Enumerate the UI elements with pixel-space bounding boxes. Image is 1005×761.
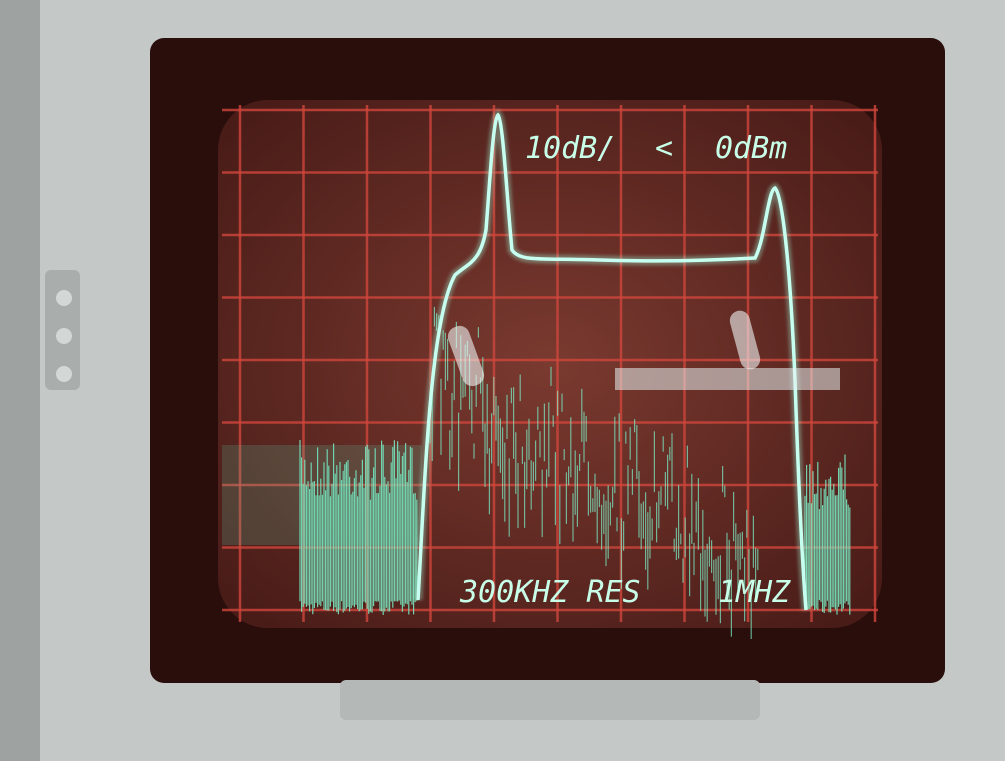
button[interactable]	[56, 366, 72, 382]
span-label: 1MHZ	[718, 575, 791, 610]
crt-display	[218, 100, 882, 628]
reference-label: 0dBm	[715, 131, 787, 166]
bezel-edge	[0, 0, 40, 761]
glare	[447, 325, 485, 387]
scale-label: 10dB/	[525, 131, 615, 166]
graticule	[222, 105, 878, 622]
trace	[222, 108, 851, 639]
noise-haze	[222, 445, 422, 545]
button[interactable]	[56, 290, 72, 306]
button[interactable]	[56, 328, 72, 344]
trace-line	[416, 112, 808, 611]
glare	[729, 310, 761, 370]
resolution-label: 300KHZ RES	[459, 575, 641, 610]
bezel-ledge	[340, 680, 760, 720]
glare	[615, 368, 840, 390]
noise-floor	[299, 440, 851, 615]
marker-label: <	[655, 131, 673, 166]
